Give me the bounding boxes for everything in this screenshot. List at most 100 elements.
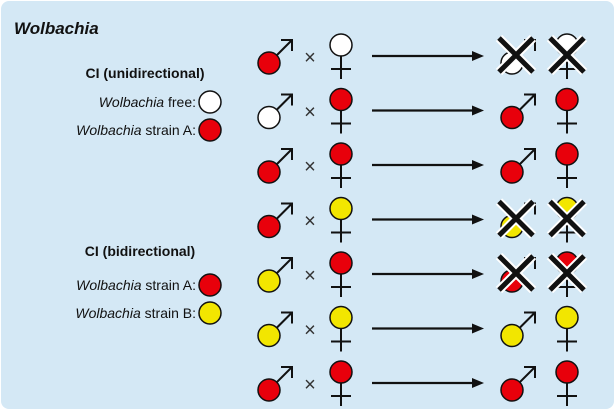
cross-row: × — [257, 87, 579, 134]
female-symbol-icon — [555, 305, 579, 352]
legend-label: Wolbachia strain A: — [76, 277, 196, 293]
cross-row: × — [257, 305, 579, 352]
male-arrow-shaft — [517, 94, 535, 113]
male-arrow-head — [281, 311, 293, 324]
arrow-icon — [372, 214, 484, 225]
female-symbol-icon — [329, 33, 353, 79]
cross-sign: × — [304, 265, 316, 287]
cross-row: × — [257, 196, 588, 243]
male-circle — [257, 51, 281, 75]
bidirectional-legend: Wolbachia strain A: Wolbachia strain B: — [75, 273, 222, 325]
arrow-icon — [372, 160, 484, 170]
arrow-icon — [372, 378, 484, 388]
male-arrow-shaft — [274, 312, 292, 331]
x-stroke — [497, 254, 535, 292]
legend-label-rest: strain B: — [141, 305, 196, 321]
legend-swatch-strain_b — [198, 301, 222, 325]
legend-label-italic: Wolbachia — [76, 122, 142, 138]
female-symbol-icon — [329, 87, 353, 134]
male-symbol-icon — [500, 148, 536, 184]
incompatible-x-icon — [546, 252, 588, 294]
incompatible-x-icon — [495, 34, 537, 76]
cross-row: × — [257, 251, 588, 297]
male-arrow-shaft — [517, 367, 535, 385]
male-arrow-shaft — [274, 367, 292, 385]
legend-label: Wolbachia strain A: — [76, 122, 196, 138]
male-symbol-icon — [257, 148, 293, 184]
x-stroke — [497, 36, 535, 74]
male-circle — [500, 323, 524, 348]
male-arrow-head — [524, 148, 536, 160]
female-symbol-icon — [329, 251, 353, 297]
legend-label-italic: Wolbachia — [75, 305, 141, 321]
cross-row: × — [257, 360, 579, 406]
arrow-head — [472, 378, 484, 388]
female-circle — [329, 305, 353, 330]
bidirectional-heading: CI (bidirectional) — [85, 243, 195, 259]
arrow-head — [472, 323, 484, 334]
male-symbol-icon — [257, 366, 293, 402]
cross-sign: × — [304, 102, 316, 124]
male-circle — [500, 160, 524, 184]
incompatible-x-icon — [546, 198, 588, 239]
male-circle — [257, 160, 281, 184]
title: Wolbachia — [14, 19, 99, 38]
female-circle — [555, 142, 579, 166]
female-circle — [329, 360, 353, 384]
male-arrow-shaft — [274, 258, 292, 276]
male-arrow-head — [524, 93, 536, 106]
male-arrow-shaft — [274, 203, 292, 222]
cross-row: × — [257, 33, 588, 79]
male-arrow-head — [524, 311, 536, 324]
male-circle — [257, 269, 281, 293]
male-symbol-icon — [257, 202, 293, 239]
male-arrow-shaft — [274, 40, 292, 58]
female-circle — [555, 87, 579, 112]
cross-sign: × — [304, 320, 316, 342]
male-arrow-shaft — [517, 149, 535, 167]
male-circle — [257, 214, 281, 239]
male-arrow-shaft — [517, 312, 535, 331]
legend-label-rest: strain A: — [142, 277, 196, 293]
male-symbol-icon — [257, 93, 293, 130]
female-circle — [555, 360, 579, 384]
male-circle — [500, 105, 524, 130]
unidirectional-heading: CI (unidirectional) — [86, 65, 205, 81]
x-stroke — [548, 254, 586, 292]
legend-label-rest: free: — [164, 94, 196, 110]
cross-rows: × × × × × × × — [257, 33, 588, 406]
legend-label: Wolbachia free: — [99, 94, 196, 110]
legend-swatch-free — [198, 90, 222, 114]
x-stroke — [548, 36, 586, 74]
female-symbol-icon — [329, 196, 353, 243]
arrow-icon — [372, 323, 484, 334]
arrow-icon — [372, 269, 484, 279]
male-arrow-head — [281, 93, 293, 106]
arrow-icon — [372, 51, 484, 61]
unidirectional-legend: Wolbachia free: Wolbachia strain A: — [76, 90, 222, 142]
arrow-head — [472, 51, 484, 61]
female-symbol-icon — [329, 360, 353, 406]
female-circle — [329, 87, 353, 112]
legend-swatch-strain_a — [198, 273, 222, 297]
arrow-icon — [372, 105, 484, 116]
female-circle — [555, 305, 579, 330]
legend-label: Wolbachia strain B: — [75, 305, 196, 321]
arrow-head — [472, 269, 484, 279]
cross-sign: × — [304, 156, 316, 178]
male-arrow-head — [281, 202, 293, 215]
male-arrow-head — [281, 39, 293, 51]
female-symbol-icon — [555, 87, 579, 134]
male-arrow-head — [524, 366, 536, 378]
male-symbol-icon — [500, 93, 536, 130]
male-circle — [257, 105, 281, 130]
x-stroke — [497, 199, 535, 238]
male-symbol-icon — [257, 257, 293, 293]
female-circle — [329, 251, 353, 275]
male-arrow-head — [281, 148, 293, 160]
female-circle — [329, 33, 353, 57]
male-arrow-shaft — [274, 149, 292, 167]
legend-swatch-strain_a — [198, 118, 222, 142]
